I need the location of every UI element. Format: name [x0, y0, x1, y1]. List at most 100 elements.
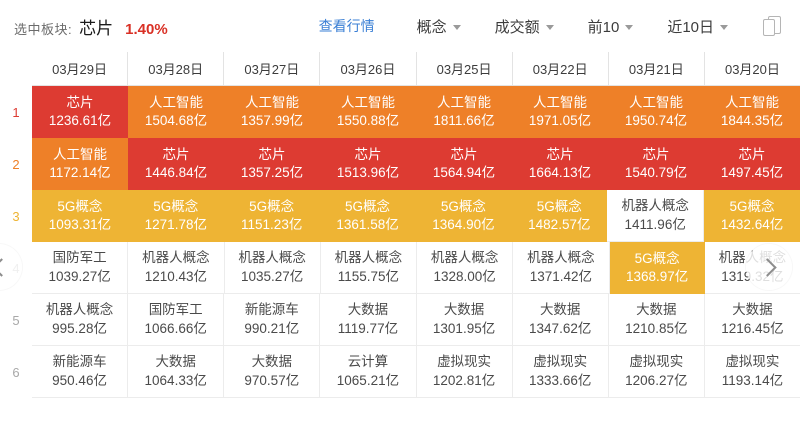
sector-cell[interactable]: 5G概念 1093.31亿: [32, 190, 128, 242]
view-quote-link[interactable]: 查看行情: [318, 18, 375, 34]
column-header-date[interactable]: 03月26日: [320, 52, 417, 86]
sector-cell[interactable]: 虚拟现实 1333.66亿: [512, 346, 609, 398]
sector-cell[interactable]: 云计算 1065.21亿: [320, 346, 417, 398]
sector-cell[interactable]: 虚拟现实 1193.14亿: [704, 346, 800, 398]
sector-cell[interactable]: 5G概念 1432.64亿: [704, 190, 800, 242]
copy-icon[interactable]: [762, 14, 784, 38]
sector-cell[interactable]: 人工智能 1811.66亿: [416, 86, 512, 138]
column-header-date[interactable]: 03月27日: [224, 52, 321, 86]
sector-cell-value: 1093.31亿: [48, 217, 112, 232]
sector-cell-name: 大数据: [636, 302, 677, 318]
sector-cell[interactable]: 新能源车 950.46亿: [32, 346, 129, 398]
sector-cell[interactable]: 机器人概念 1328.00亿: [417, 242, 514, 294]
sector-cell[interactable]: 大数据 1216.45亿: [704, 294, 800, 346]
sector-cell-value: 1236.61亿: [48, 113, 112, 128]
sector-cell-name: 芯片: [546, 146, 574, 162]
dropdown-concept[interactable]: 概念: [417, 16, 461, 37]
column-header-date[interactable]: 03月25日: [416, 52, 513, 86]
sector-cell-value: 1216.45亿: [721, 320, 784, 336]
sector-cell[interactable]: 芯片 1357.25亿: [224, 138, 320, 190]
dropdown-top-n[interactable]: 前10: [588, 16, 634, 37]
sector-cell[interactable]: 机器人概念 1411.96亿: [607, 190, 705, 242]
sector-cell[interactable]: 5G概念 1271.78亿: [127, 190, 224, 242]
sector-cell[interactable]: 人工智能 1950.74亿: [608, 86, 704, 138]
sector-cell-value: 1210.85亿: [625, 320, 688, 336]
toolbar-controls: 查看行情 概念 成交额 前10 近10日: [319, 14, 800, 38]
table-row: 5G概念 1093.31亿 5G概念 1271.78亿 5G概念 1151.23亿 5G概念…: [32, 190, 800, 242]
sector-cell-name: 虚拟现实: [725, 354, 780, 370]
column-header-date[interactable]: 03月22日: [512, 52, 609, 86]
sector-cell-value: 1371.42亿: [529, 268, 593, 284]
sector-cell-value: 1206.27亿: [625, 372, 688, 388]
sector-cell-value: 1065.21亿: [336, 372, 400, 388]
toolbar: 选中板块: 芯片 1.40% 查看行情 概念 成交额 前10 近10日: [0, 0, 800, 52]
sector-cell-value: 1347.62亿: [529, 320, 592, 336]
sector-cell-name: 机器人概念: [621, 198, 689, 214]
sector-cell[interactable]: 5G概念 1368.97亿: [609, 242, 705, 294]
sector-cell[interactable]: 国防军工 1066.66亿: [128, 294, 225, 346]
table-row: 人工智能 1172.14亿 芯片 1446.84亿 芯片 1357.25亿 芯片 1513.9…: [32, 138, 800, 190]
sector-cell-value: 1151.23亿: [241, 217, 303, 232]
sector-cell-value: 1446.84亿: [144, 165, 208, 180]
sector-cell-value: 970.57亿: [244, 372, 300, 388]
sector-cell-value: 1844.35亿: [720, 113, 784, 128]
selected-sector-change: 1.40%: [125, 20, 168, 38]
sector-cell[interactable]: 新能源车 990.21亿: [224, 294, 321, 346]
dropdown-turnover[interactable]: 成交额: [495, 16, 554, 37]
sector-cell[interactable]: 5G概念 1151.23亿: [223, 190, 320, 242]
sector-cell-name: 5G概念: [536, 198, 582, 214]
sector-cell[interactable]: 大数据 970.57亿: [224, 346, 321, 398]
sector-cell[interactable]: 大数据 1064.33亿: [128, 346, 225, 398]
sector-cell[interactable]: 大数据 1301.95亿: [416, 294, 513, 346]
sector-cell[interactable]: 人工智能 1971.05亿: [512, 86, 608, 138]
sector-cell[interactable]: 芯片 1513.96亿: [320, 138, 416, 190]
sector-cell[interactable]: 人工智能 1172.14亿: [32, 138, 128, 190]
sector-cell[interactable]: 芯片 1540.79亿: [608, 138, 704, 190]
sector-cell[interactable]: 大数据 1347.62亿: [512, 294, 609, 346]
sector-cell[interactable]: 虚拟现实 1202.81亿: [416, 346, 513, 398]
dropdown-concept-label: 概念: [416, 18, 447, 36]
next-page-button[interactable]: [746, 244, 792, 290]
sector-cell-name: 大数据: [732, 302, 773, 318]
table-row: 机器人概念 995.28亿 国防军工 1066.66亿 新能源车 990.21亿 大数据 11…: [32, 294, 800, 346]
sector-cell[interactable]: 芯片 1664.13亿: [512, 138, 608, 190]
sector-cell[interactable]: 芯片 1564.94亿: [416, 138, 512, 190]
sector-cell-value: 1368.97亿: [625, 269, 689, 284]
sector-cell[interactable]: 机器人概念 1210.43亿: [128, 242, 225, 294]
sector-cell[interactable]: 机器人概念 1035.27亿: [224, 242, 321, 294]
sector-cell[interactable]: 机器人概念 995.28亿: [32, 294, 129, 346]
sector-cell[interactable]: 机器人概念 1155.75亿: [320, 242, 417, 294]
sector-cell-name: 人工智能: [341, 94, 395, 110]
sector-cell[interactable]: 大数据 1210.85亿: [608, 294, 705, 346]
sector-cell[interactable]: 虚拟现实 1206.27亿: [608, 346, 705, 398]
sector-cell-value: 1210.43亿: [144, 268, 208, 284]
sector-cell[interactable]: 人工智能 1357.99亿: [224, 86, 320, 138]
sector-cell[interactable]: 芯片 1236.61亿: [32, 86, 128, 138]
row-number: 2: [12, 156, 20, 172]
dropdown-period[interactable]: 近10日: [667, 16, 728, 37]
column-header-date[interactable]: 03月20日: [704, 52, 800, 86]
column-header-date[interactable]: 03月29日: [32, 52, 129, 86]
chevron-down-icon: [452, 24, 461, 30]
table-body: 芯片 1236.61亿 人工智能 1504.68亿 人工智能 1357.99亿 人工智能 15…: [32, 86, 800, 398]
sector-cell-value: 1328.00亿: [433, 268, 496, 284]
sector-cell-value: 1482.57亿: [528, 217, 591, 232]
sector-cell[interactable]: 5G概念 1482.57亿: [511, 190, 608, 242]
prev-page-button[interactable]: [0, 244, 22, 290]
sector-cell[interactable]: 芯片 1497.45亿: [704, 138, 800, 190]
sector-cell[interactable]: 大数据 1119.77亿: [320, 294, 417, 346]
table-row: 新能源车 950.46亿 大数据 1064.33亿 大数据 970.57亿 云计算 1065.…: [32, 346, 800, 398]
sector-cell[interactable]: 机器人概念 1371.42亿: [513, 242, 610, 294]
sector-cell[interactable]: 5G概念 1364.90亿: [415, 190, 512, 242]
sector-cell-value: 1119.77亿: [337, 320, 399, 336]
sector-cell[interactable]: 人工智能 1844.35亿: [704, 86, 800, 138]
column-header-date[interactable]: 03月21日: [608, 52, 705, 86]
column-header-date[interactable]: 03月28日: [128, 52, 225, 86]
sector-cell-value: 1035.27亿: [240, 268, 304, 284]
sector-cell[interactable]: 人工智能 1550.88亿: [320, 86, 416, 138]
sector-cell[interactable]: 国防军工 1039.27亿: [32, 242, 129, 294]
sector-cell[interactable]: 人工智能 1504.68亿: [128, 86, 224, 138]
sector-cell[interactable]: 芯片 1446.84亿: [128, 138, 224, 190]
sector-cell[interactable]: 5G概念 1361.58亿: [319, 190, 416, 242]
sector-cell-value: 1064.33亿: [144, 372, 207, 388]
